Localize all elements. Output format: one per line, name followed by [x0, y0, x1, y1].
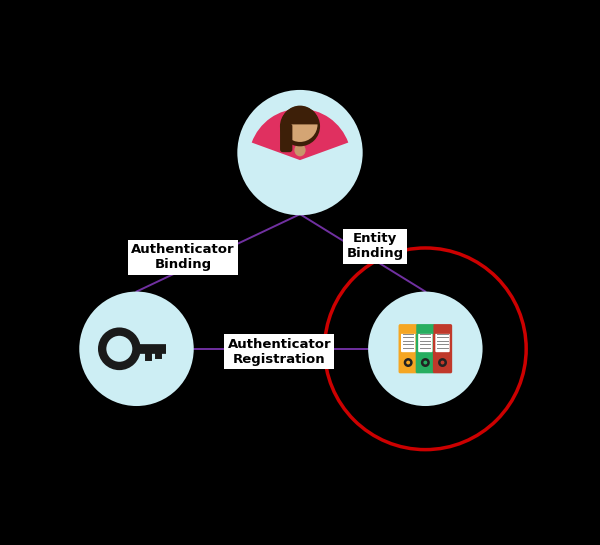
FancyBboxPatch shape [433, 324, 452, 334]
Circle shape [283, 107, 317, 142]
FancyBboxPatch shape [416, 324, 434, 334]
Circle shape [238, 90, 362, 215]
FancyBboxPatch shape [436, 328, 449, 352]
FancyBboxPatch shape [401, 328, 415, 352]
Text: Authenticator
Registration: Authenticator Registration [227, 337, 331, 366]
Circle shape [280, 106, 320, 146]
Ellipse shape [295, 144, 305, 156]
Wedge shape [252, 108, 348, 160]
Circle shape [368, 292, 482, 406]
FancyBboxPatch shape [433, 324, 452, 373]
Text: Entity
Binding: Entity Binding [347, 232, 404, 261]
FancyBboxPatch shape [416, 324, 435, 373]
FancyBboxPatch shape [418, 328, 433, 352]
Text: Authenticator
Binding: Authenticator Binding [131, 243, 235, 271]
FancyBboxPatch shape [399, 324, 417, 334]
FancyBboxPatch shape [398, 324, 418, 373]
Circle shape [79, 292, 194, 406]
Circle shape [424, 361, 427, 364]
Wedge shape [281, 106, 319, 124]
Circle shape [407, 361, 410, 364]
FancyBboxPatch shape [280, 124, 292, 152]
Circle shape [112, 341, 127, 356]
Circle shape [441, 361, 444, 364]
